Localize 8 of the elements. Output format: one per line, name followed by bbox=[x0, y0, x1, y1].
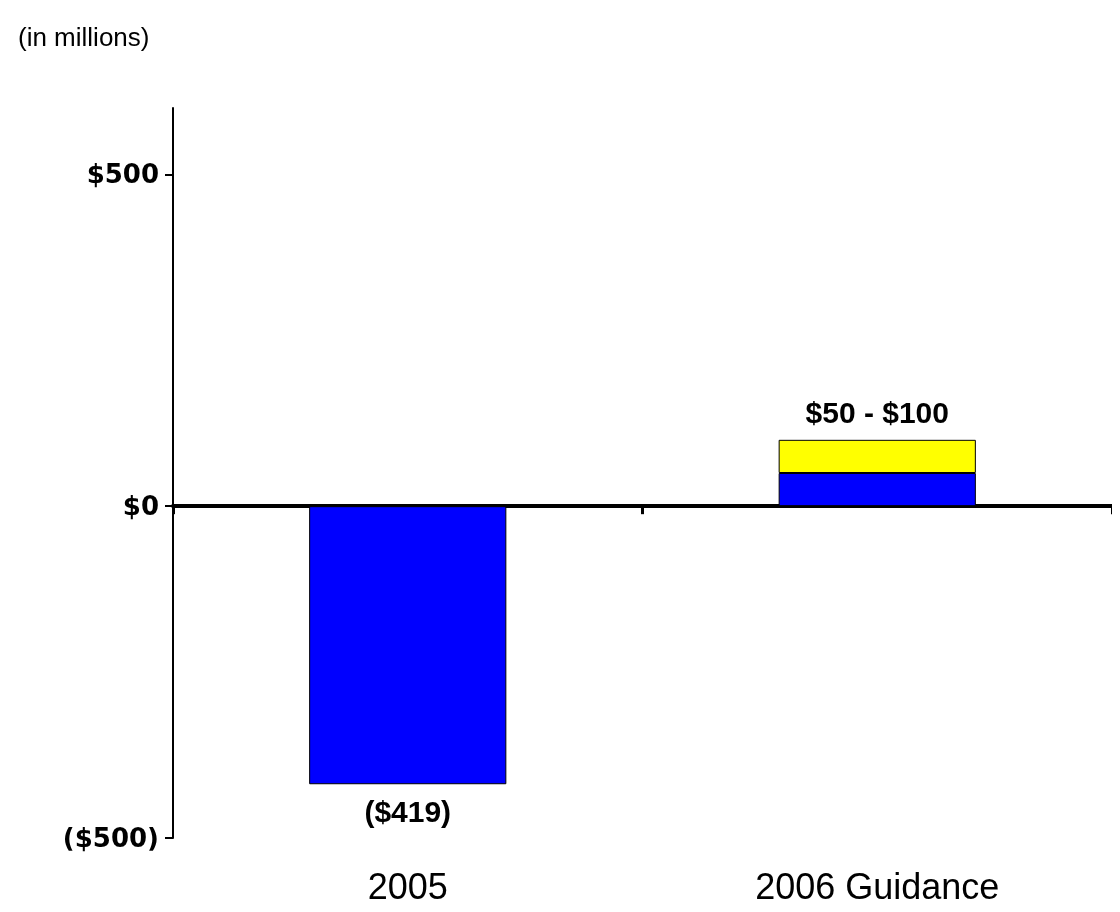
y-tick-label: ($500) bbox=[62, 823, 159, 853]
x-tick-label: 2006 Guidance bbox=[755, 865, 1000, 907]
y-axis-title: (in millions) bbox=[18, 22, 150, 52]
y-tick-label: $0 bbox=[122, 491, 159, 522]
data-label: $50 - $100 bbox=[805, 396, 949, 430]
y-tick-label: $500 bbox=[86, 159, 159, 190]
x-tick-label: 2005 bbox=[367, 865, 448, 907]
data-label: ($419) bbox=[364, 794, 452, 828]
